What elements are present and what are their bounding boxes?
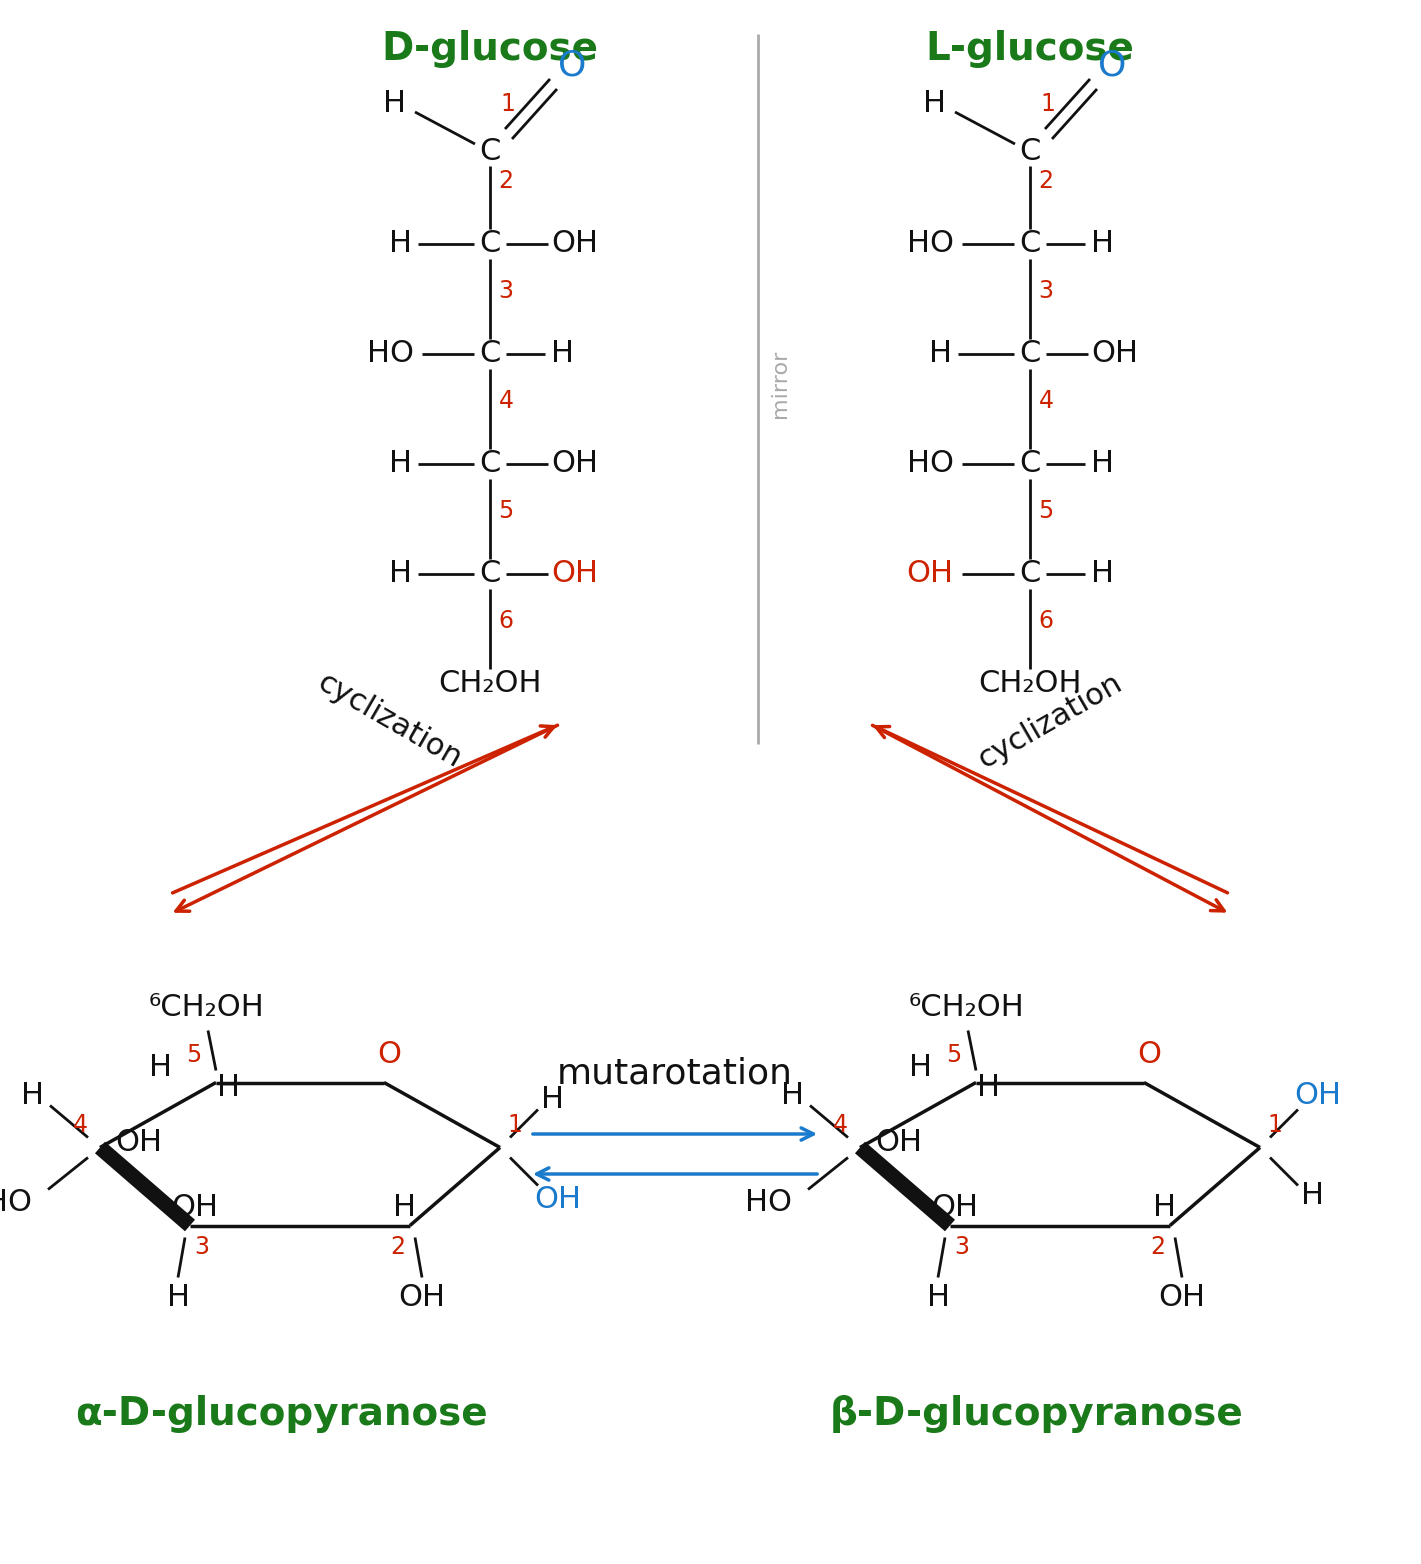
Text: OH: OH [1295,1081,1341,1110]
Text: 5: 5 [1039,499,1053,522]
Text: L-glucose: L-glucose [925,30,1134,67]
Text: mutarotation: mutarotation [557,1057,793,1092]
Text: H: H [550,339,574,369]
Text: 6: 6 [1039,608,1053,633]
Text: OH: OH [932,1193,979,1221]
Text: C: C [479,560,500,588]
Text: H: H [928,339,952,369]
Text: C: C [479,449,500,479]
Text: ⁶CH₂OH: ⁶CH₂OH [148,993,264,1021]
Text: β-D-glucopyranose: β-D-glucopyranose [830,1395,1243,1433]
Text: H: H [394,1193,416,1221]
Text: OH: OH [551,560,598,588]
Text: 3: 3 [195,1236,209,1259]
Text: α-D-glucopyranose: α-D-glucopyranose [75,1395,487,1433]
Text: OH: OH [115,1128,162,1157]
Text: H: H [149,1053,172,1082]
Text: 2: 2 [1039,169,1053,192]
Text: OH: OH [534,1186,581,1214]
Text: H: H [388,560,412,588]
Text: C: C [479,339,500,369]
Text: 3: 3 [499,278,513,303]
Text: cyclization: cyclization [973,668,1127,774]
Text: 2: 2 [391,1236,405,1259]
Text: 6: 6 [499,608,513,633]
Text: O: O [377,1040,401,1070]
Text: 4: 4 [1039,389,1053,413]
Text: 2: 2 [1151,1236,1165,1259]
Text: HO: HO [907,449,953,479]
Text: H: H [166,1282,189,1312]
Text: C: C [1019,138,1040,166]
Text: 1: 1 [1268,1114,1282,1137]
Text: H: H [540,1085,564,1114]
Text: 3: 3 [955,1236,969,1259]
Text: HO: HO [0,1189,33,1217]
Text: cyclization: cyclization [313,668,468,774]
Text: 1: 1 [507,1114,523,1137]
Text: HO: HO [367,339,414,369]
Text: H: H [1090,560,1114,588]
Text: C: C [479,230,500,258]
Text: C: C [1019,449,1040,479]
Text: OH: OH [551,449,598,479]
Text: H: H [924,89,946,119]
Text: H: H [926,1282,949,1312]
Text: OH: OH [875,1128,922,1157]
Text: HO: HO [745,1189,791,1217]
Text: O: O [558,48,587,83]
Text: 4: 4 [72,1114,88,1137]
Text: 5: 5 [186,1043,202,1067]
Text: O: O [1137,1040,1161,1070]
Text: OH: OH [398,1282,446,1312]
Text: H: H [909,1053,932,1082]
Text: H: H [1090,449,1114,479]
Text: OH: OH [907,560,953,588]
Text: H: H [1090,230,1114,258]
Text: OH: OH [1158,1282,1205,1312]
Text: 5: 5 [499,499,513,522]
Text: 4: 4 [833,1114,847,1137]
Text: 5: 5 [946,1043,962,1067]
Text: CH₂OH: CH₂OH [438,669,541,699]
Text: C: C [1019,560,1040,588]
Text: OH: OH [172,1193,219,1221]
Text: H: H [388,449,412,479]
Text: C: C [479,138,500,166]
Text: H: H [388,230,412,258]
Text: 1: 1 [500,92,516,116]
Text: C: C [1019,230,1040,258]
Text: C: C [1019,339,1040,369]
Text: OH: OH [551,230,598,258]
Text: 2: 2 [499,169,513,192]
Text: O: O [1098,48,1127,83]
Text: H: H [1300,1181,1323,1211]
Text: H: H [384,89,406,119]
Text: 4: 4 [499,389,513,413]
Text: D-glucose: D-glucose [381,30,598,67]
Text: H: H [1154,1193,1177,1221]
Text: HO: HO [907,230,953,258]
Text: 3: 3 [1039,278,1053,303]
Text: mirror: mirror [770,350,790,418]
Text: H: H [20,1081,44,1110]
Text: OH: OH [1091,339,1138,369]
Text: ⁶CH₂OH: ⁶CH₂OH [908,993,1025,1021]
Text: CH₂OH: CH₂OH [978,669,1081,699]
Text: 1: 1 [1040,92,1056,116]
Text: H: H [780,1081,803,1110]
Text: H: H [976,1073,999,1103]
Text: H: H [216,1073,240,1103]
